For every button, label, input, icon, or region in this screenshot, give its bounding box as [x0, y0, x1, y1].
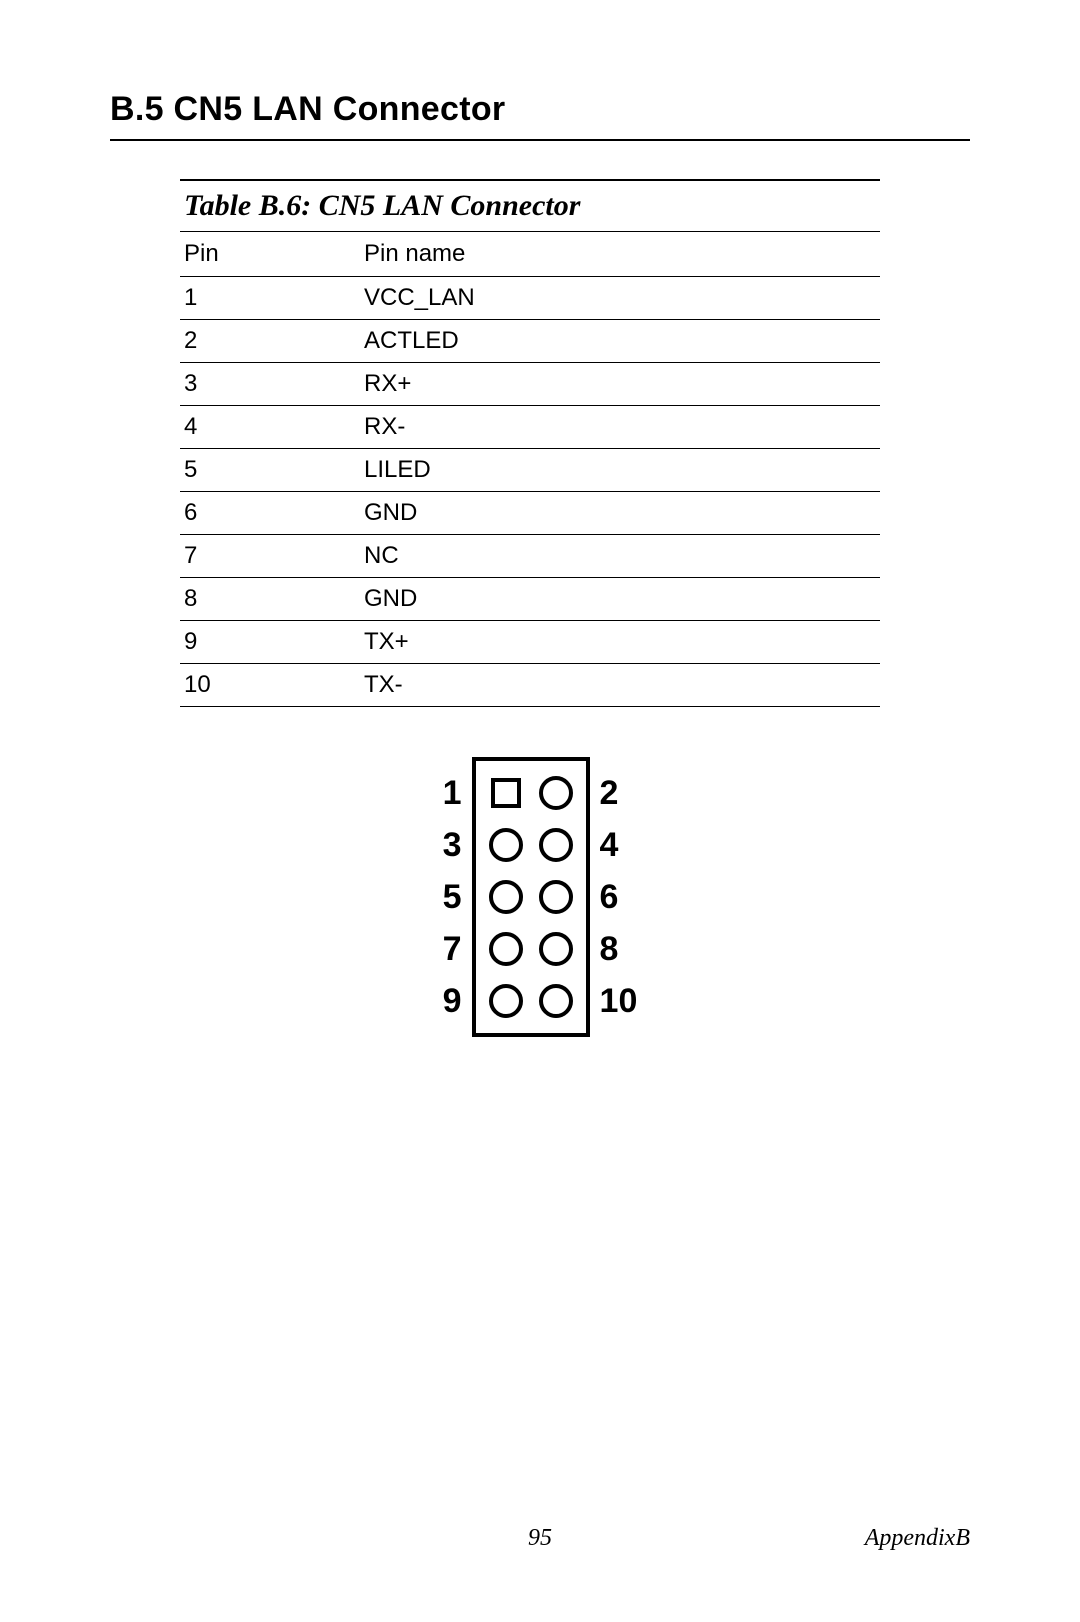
- cell-pin: 2: [180, 320, 360, 363]
- table-row: 3RX+: [180, 363, 880, 406]
- circle-icon: [489, 984, 523, 1018]
- connector-diagram: 1 3 5 7 9 2 4 6 8: [110, 757, 970, 1037]
- table-row: 10TX-: [180, 664, 880, 707]
- cell-pinname: LILED: [360, 449, 880, 492]
- cell-pinname: RX+: [360, 363, 880, 406]
- cell-pin: 7: [180, 535, 360, 578]
- page: B.5 CN5 LAN Connector Table B.6: CN5 LAN…: [0, 0, 1080, 1622]
- cell-pin: 8: [180, 578, 360, 621]
- cell-pinname: RX-: [360, 406, 880, 449]
- pin-label: 1: [443, 767, 462, 819]
- pin-table: Pin Pin name 1VCC_LAN 2ACTLED 3RX+ 4RX- …: [180, 232, 880, 707]
- table-title: Table B.6: CN5 LAN Connector: [180, 179, 880, 232]
- cell-pinname: GND: [360, 492, 880, 535]
- cell-pinname: NC: [360, 535, 880, 578]
- pin-label: 7: [443, 923, 462, 975]
- cell-pinname: TX-: [360, 664, 880, 707]
- pin-label: 3: [443, 819, 462, 871]
- col-header-pinname: Pin name: [360, 232, 880, 277]
- cell-pin: 6: [180, 492, 360, 535]
- circle-icon: [539, 932, 573, 966]
- pin-3: [484, 819, 528, 871]
- table-row: 5LILED: [180, 449, 880, 492]
- pin-6: [534, 871, 578, 923]
- pin-label: 9: [443, 975, 462, 1027]
- circle-icon: [539, 828, 573, 862]
- table-header-row: Pin Pin name: [180, 232, 880, 277]
- circle-icon: [489, 932, 523, 966]
- table-row: 4RX-: [180, 406, 880, 449]
- pin-label: 2: [600, 767, 619, 819]
- pin-label: 5: [443, 871, 462, 923]
- diagram-inner: 1 3 5 7 9 2 4 6 8: [443, 757, 638, 1037]
- square-icon: [491, 778, 521, 808]
- table-row: 1VCC_LAN: [180, 277, 880, 320]
- cell-pin: 9: [180, 621, 360, 664]
- table-row: 7NC: [180, 535, 880, 578]
- pin-label: 6: [600, 871, 619, 923]
- cell-pin: 1: [180, 277, 360, 320]
- table-row: 6GND: [180, 492, 880, 535]
- pin-7: [484, 923, 528, 975]
- pin-label: 4: [600, 819, 619, 871]
- diagram-labels-left: 1 3 5 7 9: [443, 767, 462, 1027]
- page-footer: 95 AppendixB: [110, 1525, 970, 1552]
- cell-pinname: ACTLED: [360, 320, 880, 363]
- table-row: 2ACTLED: [180, 320, 880, 363]
- table-row: 8GND: [180, 578, 880, 621]
- section-heading: B.5 CN5 LAN Connector: [110, 90, 970, 129]
- cell-pinname: TX+: [360, 621, 880, 664]
- pin-1: [484, 767, 528, 819]
- cell-pinname: VCC_LAN: [360, 277, 880, 320]
- pin-10: [534, 975, 578, 1027]
- heading-rule: [110, 139, 970, 141]
- circle-icon: [539, 984, 573, 1018]
- circle-icon: [489, 880, 523, 914]
- table-row: 9TX+: [180, 621, 880, 664]
- pin-box: [472, 757, 590, 1037]
- pin-label: 8: [600, 923, 619, 975]
- pin-9: [484, 975, 528, 1027]
- cell-pin: 10: [180, 664, 360, 707]
- diagram-labels-right: 2 4 6 8 10: [600, 767, 638, 1027]
- cell-pin: 3: [180, 363, 360, 406]
- pin-label: 10: [600, 975, 638, 1027]
- pin-table-wrap: Table B.6: CN5 LAN Connector Pin Pin nam…: [180, 179, 880, 707]
- pin-2: [534, 767, 578, 819]
- col-header-pin: Pin: [180, 232, 360, 277]
- pin-8: [534, 923, 578, 975]
- circle-icon: [539, 880, 573, 914]
- circle-icon: [539, 776, 573, 810]
- cell-pin: 4: [180, 406, 360, 449]
- page-number: 95: [110, 1525, 970, 1552]
- cell-pin: 5: [180, 449, 360, 492]
- pin-5: [484, 871, 528, 923]
- pin-4: [534, 819, 578, 871]
- circle-icon: [489, 828, 523, 862]
- cell-pinname: GND: [360, 578, 880, 621]
